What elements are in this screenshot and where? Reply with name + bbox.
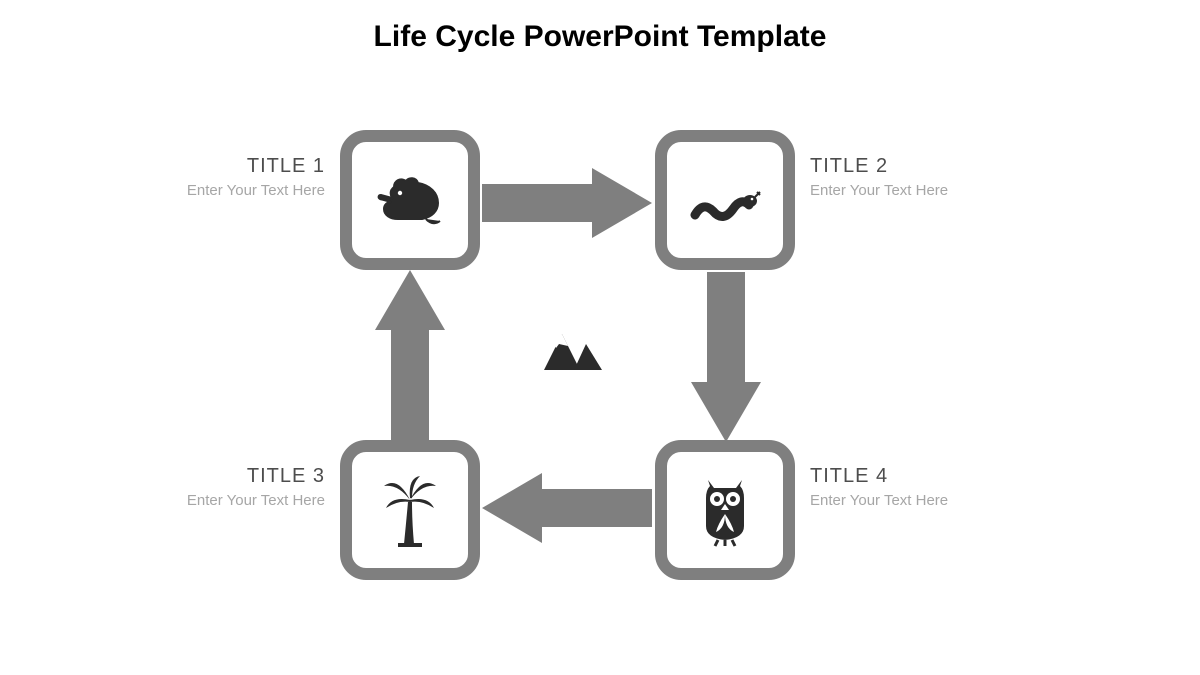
- node-3-text: TITLE 3 Enter Your Text Here: [125, 465, 325, 509]
- arrow-right: [482, 168, 652, 238]
- node-4-text: TITLE 4 Enter Your Text Here: [810, 465, 1010, 509]
- node-2-title: TITLE 2: [810, 155, 1010, 178]
- node-1-sub: Enter Your Text Here: [125, 182, 325, 199]
- node-2-text: TITLE 2 Enter Your Text Here: [810, 155, 1010, 199]
- node-4: [655, 440, 795, 580]
- palm-icon: [382, 472, 438, 548]
- node-3: [340, 440, 480, 580]
- node-1-title: TITLE 1: [125, 155, 325, 178]
- arrow-down: [691, 272, 761, 442]
- rat-icon: [376, 175, 444, 225]
- node-3-sub: Enter Your Text Here: [125, 492, 325, 509]
- slide-title: Life Cycle PowerPoint Template: [0, 20, 1200, 54]
- node-1-text: TITLE 1 Enter Your Text Here: [125, 155, 325, 199]
- owl-icon: [698, 472, 752, 548]
- node-2-sub: Enter Your Text Here: [810, 182, 1010, 199]
- node-1: [340, 130, 480, 270]
- cycle-diagram: TITLE 1 Enter Your Text Here TITLE 2 Ent…: [0, 60, 1200, 675]
- node-4-sub: Enter Your Text Here: [810, 492, 1010, 509]
- node-2: [655, 130, 795, 270]
- node-3-title: TITLE 3: [125, 465, 325, 488]
- arrow-left: [482, 473, 652, 543]
- mountain-icon: [542, 328, 604, 379]
- arrow-up: [375, 270, 445, 440]
- node-4-title: TITLE 4: [810, 465, 1010, 488]
- snake-icon: [689, 175, 761, 225]
